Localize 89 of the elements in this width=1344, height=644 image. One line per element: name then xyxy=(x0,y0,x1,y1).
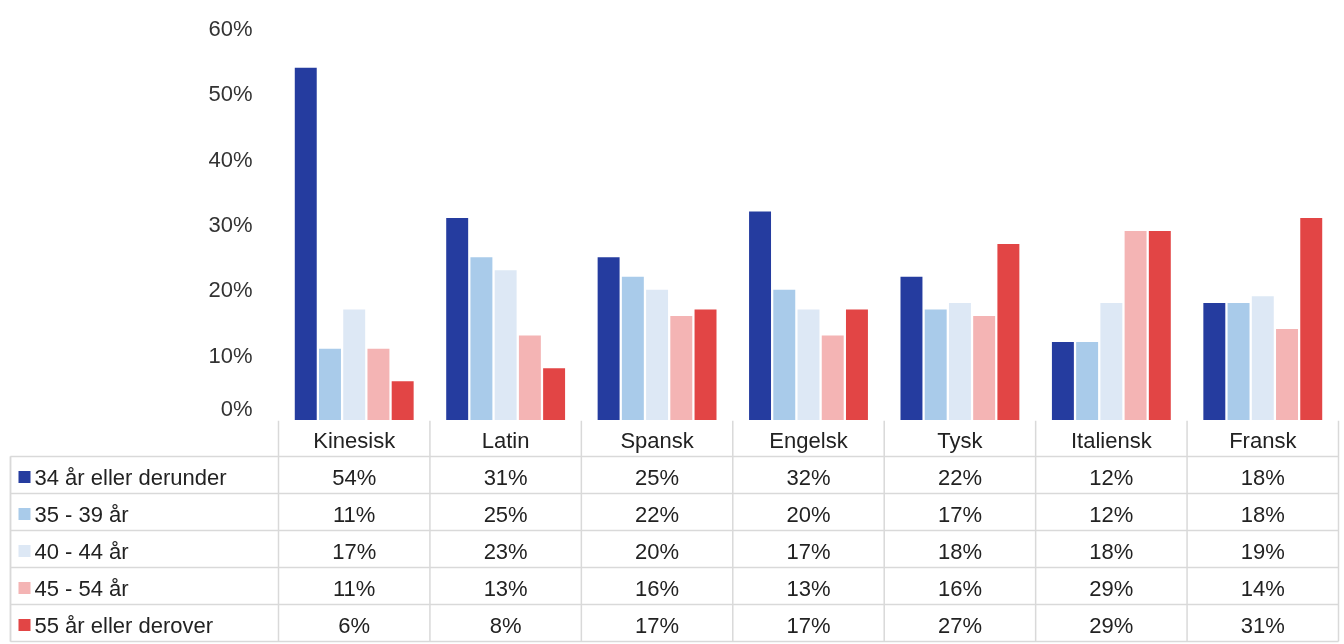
x-tick-label: Latin xyxy=(481,428,530,453)
x-tick-label: Kinesisk xyxy=(313,428,397,453)
x-tick-label: Fransk xyxy=(1229,428,1298,453)
data-label: 32% xyxy=(786,464,831,490)
bar xyxy=(997,244,1020,420)
data-label: 18% xyxy=(937,538,982,564)
data-label: 17% xyxy=(937,501,982,527)
data-label: 54% xyxy=(332,464,377,490)
y-tick-label: 50% xyxy=(208,81,253,107)
bar xyxy=(1276,329,1298,420)
y-tick-label: 60% xyxy=(208,16,253,41)
data-label: 18% xyxy=(1089,538,1134,564)
data-label: 18% xyxy=(1240,464,1285,490)
bar xyxy=(1251,296,1274,420)
data-label: 20% xyxy=(635,538,680,564)
y-tick-label: 20% xyxy=(208,277,253,303)
bar xyxy=(973,315,996,420)
data-label: 11% xyxy=(333,575,376,601)
bar xyxy=(1227,302,1250,420)
y-tick-label: 10% xyxy=(208,342,253,368)
bar xyxy=(797,309,820,420)
data-label: 22% xyxy=(635,501,680,527)
data-label: 13% xyxy=(786,575,831,601)
x-tick-label: Engelsk xyxy=(769,428,849,453)
bar xyxy=(773,289,796,420)
data-label: 31% xyxy=(1240,612,1285,638)
bar xyxy=(1076,342,1099,420)
bar xyxy=(948,302,971,420)
data-label: 27% xyxy=(937,612,982,638)
legend-label: 34 år eller derunder xyxy=(34,464,227,490)
data-label: 13% xyxy=(483,575,528,601)
bar xyxy=(924,309,947,420)
x-tick-label: Italiensk xyxy=(1071,428,1153,453)
bar xyxy=(821,335,844,420)
bar xyxy=(1100,302,1123,420)
data-label: 12% xyxy=(1089,501,1134,527)
data-label: 16% xyxy=(635,575,680,601)
bar xyxy=(597,257,620,420)
data-label: 12% xyxy=(1089,464,1134,490)
bar xyxy=(319,348,341,420)
data-label: 11% xyxy=(333,501,376,527)
data-label: 6% xyxy=(338,612,371,638)
y-tick-label: 30% xyxy=(208,212,253,237)
y-tick-label: 40% xyxy=(208,146,253,172)
data-label: 14% xyxy=(1240,575,1285,601)
data-label: 25% xyxy=(635,464,680,490)
data-label: 20% xyxy=(786,501,831,527)
bar xyxy=(1124,231,1147,420)
data-label: 25% xyxy=(483,501,528,527)
data-label: 22% xyxy=(937,464,982,490)
data-label: 29% xyxy=(1089,612,1134,638)
bar xyxy=(694,309,717,420)
data-label: 17% xyxy=(635,612,680,638)
legend-label: 55 år eller derover xyxy=(34,612,214,638)
legend-label: 40 - 44 år xyxy=(34,538,129,564)
y-tick-label: 0% xyxy=(220,395,253,421)
data-label: 17% xyxy=(786,538,831,564)
bar xyxy=(1051,342,1074,420)
bar xyxy=(367,348,390,420)
legend-label: 45 - 54 år xyxy=(34,575,129,601)
bar xyxy=(845,309,868,420)
bar xyxy=(670,315,693,420)
data-label: 16% xyxy=(937,575,982,601)
x-tick-label: Tysk xyxy=(937,428,984,453)
bar xyxy=(749,211,772,420)
bar xyxy=(343,309,366,420)
bar xyxy=(518,335,541,420)
data-label: 8% xyxy=(489,612,522,638)
data-label: 17% xyxy=(332,538,377,564)
bar xyxy=(1203,302,1226,420)
data-label: 19% xyxy=(1240,538,1285,564)
bar xyxy=(543,368,566,420)
data-label: 23% xyxy=(483,538,528,564)
bar xyxy=(470,257,493,420)
data-label: 17% xyxy=(786,612,831,638)
x-tick-label: Spansk xyxy=(620,428,695,453)
bar xyxy=(646,289,669,420)
data-label: 18% xyxy=(1240,501,1285,527)
bar xyxy=(621,276,644,420)
data-label: 31% xyxy=(483,464,528,490)
bar xyxy=(391,381,414,420)
legend-label: 35 - 39 år xyxy=(34,501,129,527)
bar xyxy=(446,217,469,420)
bar xyxy=(1300,217,1323,420)
bar xyxy=(900,276,923,420)
bar xyxy=(1148,231,1171,420)
bar xyxy=(494,270,517,420)
data-label: 29% xyxy=(1089,575,1134,601)
bar xyxy=(294,67,317,420)
